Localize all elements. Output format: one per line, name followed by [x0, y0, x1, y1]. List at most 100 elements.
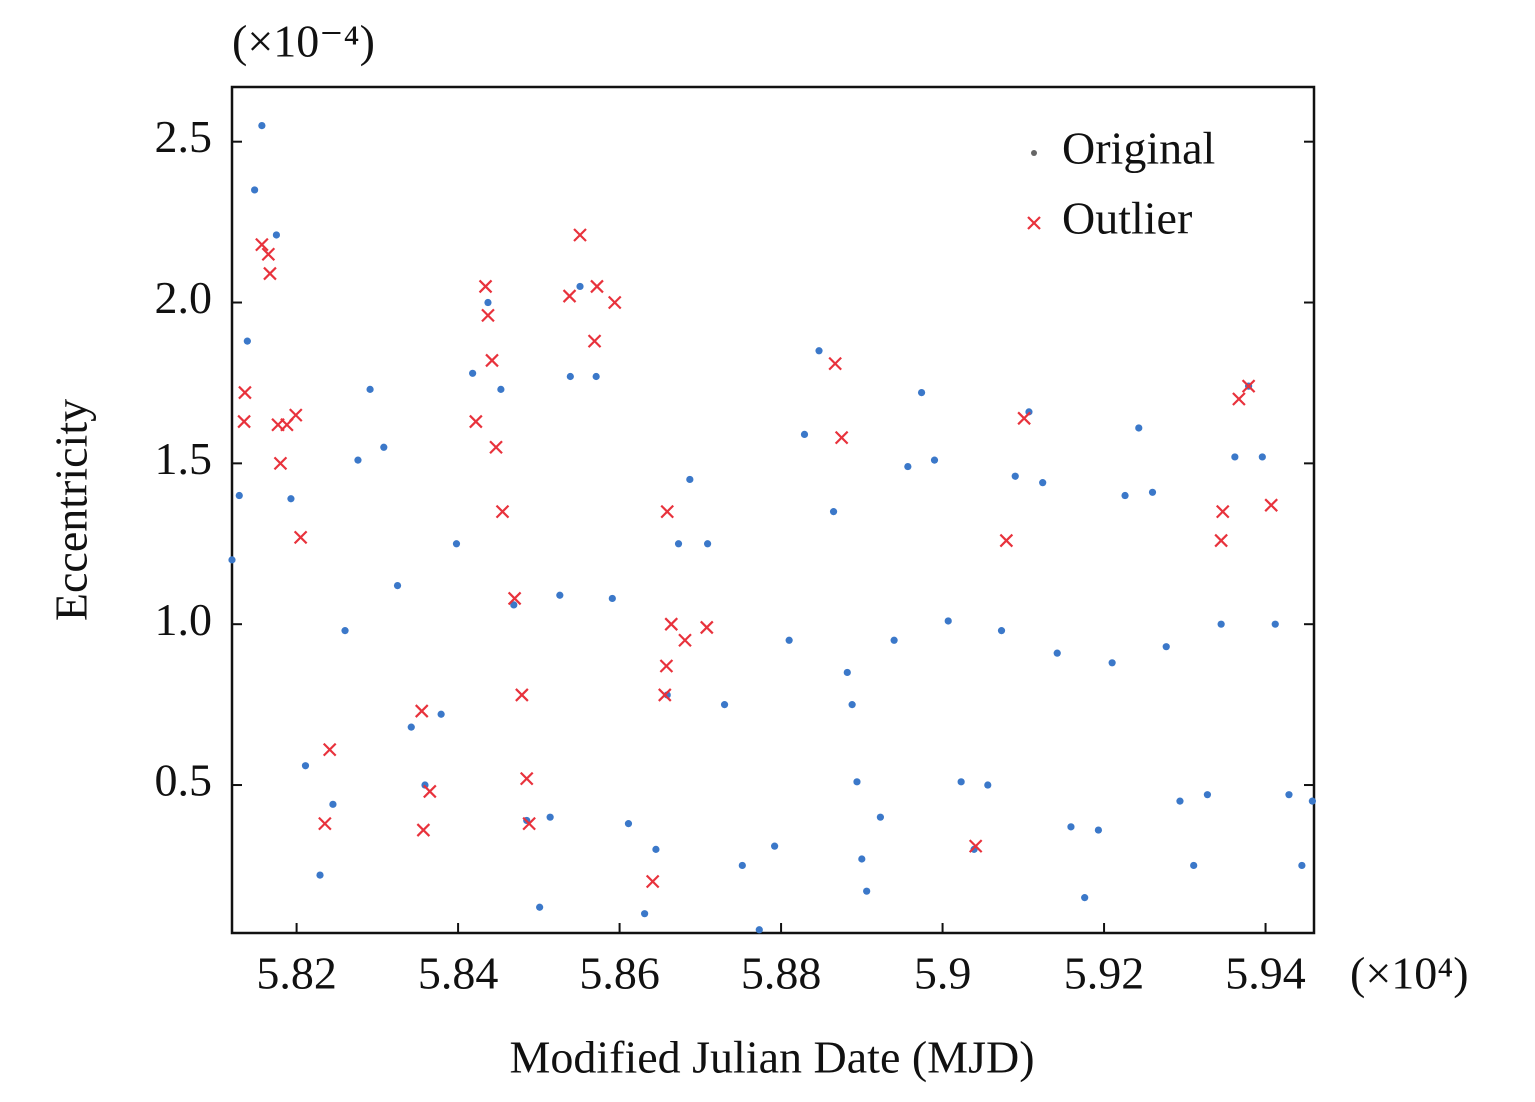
- y-tick-label: 1.5: [155, 433, 213, 484]
- marker-stroke: [261, 247, 276, 262]
- data-point: [251, 186, 259, 194]
- marker-stroke: [489, 440, 503, 455]
- data-point: [1148, 488, 1157, 496]
- outlier-marker: [573, 228, 587, 242]
- outlier-marker: [1241, 379, 1256, 393]
- marker-stroke: [289, 408, 303, 422]
- data-point: [930, 456, 939, 464]
- data-point: [341, 627, 349, 635]
- outlier-marker: [834, 430, 849, 445]
- marker-stroke: [659, 659, 674, 673]
- marker-stroke: [999, 533, 1014, 548]
- data-point: [576, 282, 584, 291]
- outlier-marker: [999, 533, 1014, 548]
- outlier-marker: [1264, 498, 1278, 512]
- data-point: [1298, 861, 1306, 870]
- data-point: [771, 842, 779, 850]
- marker-stroke: [562, 289, 577, 303]
- series-x: [237, 228, 1278, 889]
- marker-stroke: [590, 279, 604, 294]
- outlier-marker: [255, 237, 269, 252]
- data-point: [228, 556, 236, 564]
- y-tick-label: 0.5: [155, 755, 213, 806]
- outlier-marker: [261, 247, 276, 262]
- data-point: [1271, 620, 1279, 628]
- outlier-marker: [237, 414, 251, 429]
- data-point: [800, 430, 809, 439]
- data-point: [1308, 797, 1316, 805]
- data-point: [1108, 659, 1116, 667]
- outlier-marker: [416, 823, 431, 837]
- data-point: [380, 443, 388, 451]
- outlier-marker: [590, 279, 604, 294]
- y-tick-label: 1.0: [155, 594, 213, 645]
- x-axis-label: Modified Julian Date (MJD): [509, 1032, 1034, 1083]
- data-point: [316, 871, 324, 879]
- marker-stroke: [1027, 216, 1041, 230]
- outlier-marker: [469, 414, 483, 429]
- data-point: [1231, 453, 1239, 461]
- marker-stroke: [469, 414, 483, 429]
- data-point: [720, 701, 729, 709]
- outlier-marker: [678, 633, 692, 648]
- marker-stroke: [1214, 533, 1228, 548]
- data-point: [1258, 453, 1266, 461]
- data-point: [354, 456, 362, 464]
- outlier-marker: [273, 456, 288, 471]
- data-point: [1053, 649, 1061, 657]
- data-point: [858, 855, 866, 863]
- data-point: [843, 668, 851, 677]
- data-point: [944, 617, 952, 625]
- marker-stroke: [1264, 498, 1278, 512]
- outlier-marker: [659, 659, 674, 673]
- outlier-marker: [489, 440, 503, 455]
- data-point: [421, 781, 429, 789]
- data-point: [546, 813, 554, 821]
- marker-stroke: [678, 633, 692, 648]
- data-point: [703, 540, 712, 548]
- data-point: [592, 372, 600, 381]
- data-point: [393, 581, 402, 590]
- marker-stroke: [507, 591, 522, 606]
- data-point: [235, 491, 243, 500]
- marker-stroke: [322, 742, 337, 757]
- data-point: [876, 813, 884, 821]
- data-point: [624, 820, 633, 828]
- legend-label: Original: [1062, 123, 1215, 174]
- data-point: [329, 800, 337, 808]
- marker-stroke: [1215, 504, 1230, 519]
- data-point: [566, 372, 574, 381]
- outlier-marker: [485, 353, 499, 368]
- marker-stroke: [645, 874, 660, 889]
- marker-stroke: [255, 237, 269, 252]
- outlier-marker: [478, 279, 493, 294]
- marker-stroke: [519, 771, 534, 786]
- marker-stroke: [1017, 411, 1031, 426]
- data-point: [469, 369, 477, 377]
- x-tick-label: 5.92: [1064, 948, 1145, 999]
- data-point: [815, 347, 823, 355]
- marker-stroke: [700, 620, 714, 635]
- outlier-marker: [515, 688, 529, 702]
- marker-stroke: [495, 504, 510, 519]
- data-point: [366, 385, 374, 393]
- marker-stroke: [1241, 379, 1256, 393]
- x-tick-label: 5.9: [914, 948, 972, 999]
- marker-stroke: [416, 823, 431, 837]
- marker-stroke: [238, 385, 252, 400]
- outlier-marker: [423, 784, 437, 799]
- outlier-marker: [1027, 216, 1041, 230]
- outlier-marker: [1215, 504, 1230, 519]
- marker-stroke: [607, 295, 622, 310]
- series-dot: [228, 122, 1316, 934]
- marker-stroke: [237, 414, 251, 429]
- marker-stroke: [515, 688, 529, 702]
- outlier-marker: [1017, 411, 1031, 426]
- data-point: [1094, 826, 1103, 834]
- legend-label: Outlier: [1062, 193, 1192, 244]
- data-point: [686, 475, 694, 484]
- outlier-marker: [828, 356, 842, 371]
- outlier-marker: [562, 289, 577, 303]
- outlier-marker: [238, 385, 252, 400]
- data-point: [272, 231, 281, 239]
